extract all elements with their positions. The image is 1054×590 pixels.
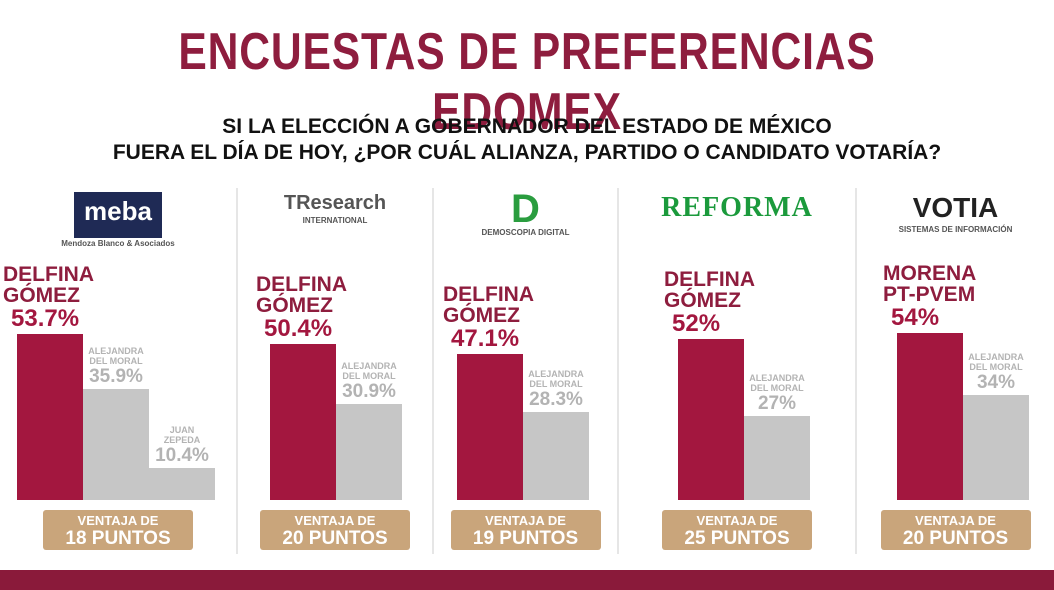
pollster-logo: VOTIA SISTEMAS DE INFORMACIÓN [876, 192, 1036, 234]
value-label: 53.7% [11, 304, 80, 332]
candidate-name: JUAN ZEPEDA [163, 424, 201, 445]
value-label: 30.9% [342, 381, 396, 403]
advantage-points: 18 PUNTOS [65, 528, 171, 549]
advantage-points: 20 PUNTOS [282, 528, 388, 549]
logo-subtext: SISTEMAS DE INFORMACIÓN [898, 225, 1013, 234]
pollster-logo: D DEMOSCOPIA DIGITAL [446, 187, 606, 237]
label-group: ALEJANDRA DEL MORAL 30.9% [339, 361, 399, 403]
logo-text: meba [74, 192, 162, 238]
advantage-text: VENTAJA DE [77, 513, 159, 528]
value-label: 54% [891, 303, 940, 331]
advantage-box: VENTAJA DE 20 PUNTOS [260, 510, 410, 550]
pollster-logo: meba Mendoza Blanco & Asociados [38, 192, 198, 248]
logo-subtext: DEMOSCOPIA DIGITAL [481, 228, 570, 237]
candidate-name: ALEJANDRA DEL MORAL [341, 361, 397, 382]
subtitle: FUERA EL DÍA DE HOY, ¿POR CUÁL ALIANZA, … [112, 141, 942, 164]
label-group: ALEJANDRA DEL MORAL 28.3% [526, 369, 586, 411]
advantage-box: VENTAJA DE 19 PUNTOS [450, 510, 601, 550]
advantage-points: 20 PUNTOS [902, 528, 1009, 549]
value-label: 10.4% [155, 444, 209, 466]
candidate-name: DELFINA GÓMEZ [3, 262, 94, 307]
advantage-box: VENTAJA DE 20 PUNTOS [880, 510, 1031, 550]
candidate-name: ALEJANDRA DEL MORAL [88, 345, 144, 366]
footer-band [0, 570, 1054, 590]
main-label-group: MORENA PT-PVEM 54% [883, 263, 1003, 331]
title: ENCUESTAS DE PREFERENCIAS EDOMEX [178, 23, 876, 141]
advantage-text: VENTAJA DE [294, 513, 376, 528]
label-group: JUAN ZEPEDA 10.4% [152, 425, 212, 467]
candidate-name: ALEJANDRA DEL MORAL [968, 351, 1024, 372]
value-label: 47.1% [451, 325, 520, 352]
candidate-name: DELFINA GÓMEZ [664, 267, 755, 312]
candidate-name: DELFINA GÓMEZ [443, 283, 534, 327]
bar [149, 467, 215, 500]
value-label: 27% [757, 393, 797, 415]
bar [457, 353, 523, 500]
bar [83, 388, 149, 500]
advantage-box: VENTAJA DE 25 PUNTOS [662, 510, 812, 550]
logo-text: D [511, 187, 540, 231]
bar [963, 394, 1029, 500]
advantage-points: 25 PUNTOS [684, 528, 790, 549]
separator [236, 188, 238, 554]
main-label-group: DELFINA GÓMEZ 47.1% [443, 284, 563, 352]
logo-text: VOTIA [912, 192, 999, 223]
candidate-name: DELFINA GÓMEZ [256, 272, 347, 317]
value-label: 35.9% [89, 365, 143, 387]
bar [270, 343, 336, 500]
separator [617, 188, 619, 554]
label-group: ALEJANDRA DEL MORAL 27% [747, 373, 807, 415]
main-label-group: DELFINA GÓMEZ 53.7% [3, 264, 123, 332]
bar [744, 416, 810, 500]
advantage-text: VENTAJA DE [485, 513, 566, 528]
value-label: 34% [976, 371, 1016, 393]
separator [855, 188, 857, 554]
bar [678, 338, 744, 500]
main-label-group: DELFINA GÓMEZ 50.4% [256, 274, 376, 342]
label-group: ALEJANDRA DEL MORAL 34% [966, 352, 1026, 394]
bar [897, 332, 963, 500]
candidate-name: ALEJANDRA DEL MORAL [749, 373, 805, 394]
subtitle: SI LA ELECCIÓN A GOBERNADOR DEL ESTADO D… [222, 115, 832, 138]
label-group: ALEJANDRA DEL MORAL 35.9% [86, 346, 146, 388]
pollster-logo: REFORMA [657, 192, 817, 224]
logo-subtext: INTERNATIONAL [302, 216, 368, 225]
separator [432, 188, 434, 554]
advantage-text: VENTAJA DE [696, 513, 778, 528]
bar [336, 404, 402, 500]
bar [523, 412, 589, 500]
main-label-group: DELFINA GÓMEZ 52% [664, 269, 784, 337]
logo-subtext: Mendoza Blanco & Asociados [61, 239, 175, 248]
pollster-logo: TResearch INTERNATIONAL [255, 192, 415, 225]
candidate-name: MORENA PT-PVEM [883, 261, 976, 306]
value-label: 28.3% [529, 389, 583, 411]
bar [17, 333, 83, 500]
advantage-text: VENTAJA DE [915, 513, 996, 528]
logo-text: TResearch [283, 192, 387, 214]
value-label: 52% [672, 309, 721, 337]
advantage-points: 19 PUNTOS [472, 528, 579, 549]
logo-text: REFORMA [661, 192, 813, 223]
value-label: 50.4% [264, 314, 333, 342]
candidate-name: ALEJANDRA DEL MORAL [528, 369, 584, 390]
advantage-box: VENTAJA DE 18 PUNTOS [43, 510, 193, 550]
